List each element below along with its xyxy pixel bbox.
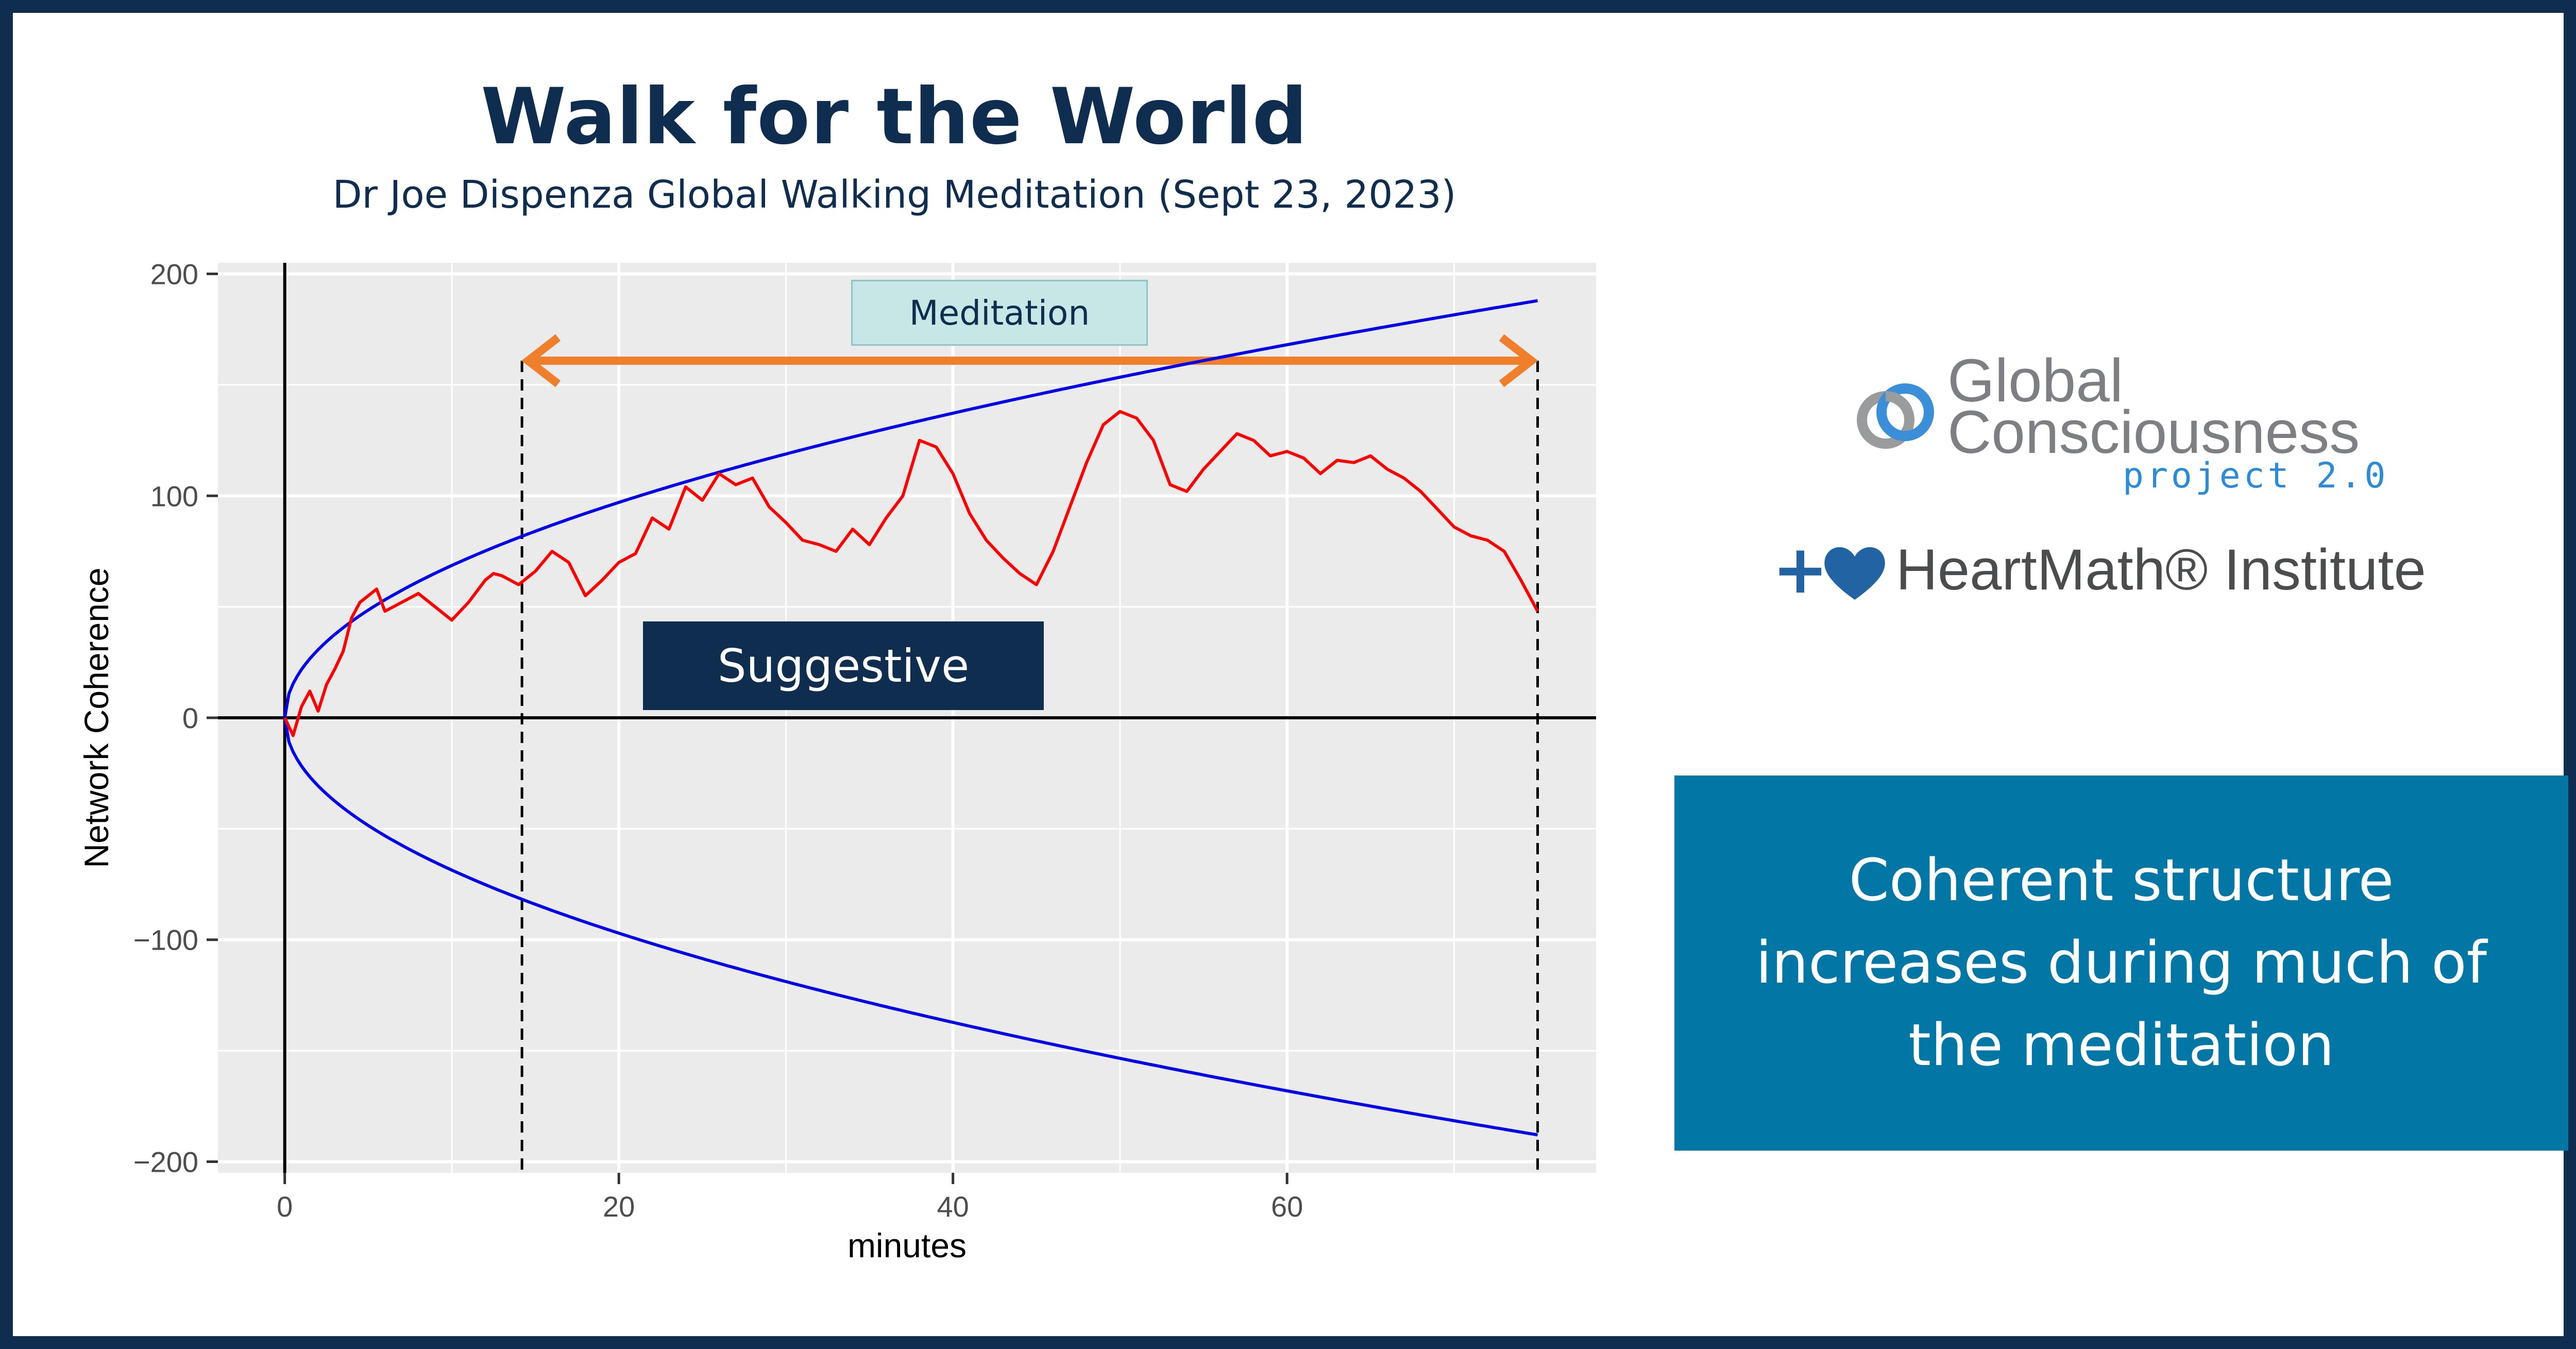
meditation-arrow-left-head xyxy=(521,334,561,387)
lower-envelope-line xyxy=(283,717,1538,1137)
heartmath-logo: + HeartMath® Institute xyxy=(1772,536,2442,613)
y-tick-label: 100 xyxy=(150,480,198,512)
y-tick-label: −200 xyxy=(133,1145,198,1178)
coherence-series-line xyxy=(283,410,1539,737)
gcp-knot-icon xyxy=(1857,383,1934,449)
page-subtitle: Dr Joe Dispenza Global Walking Meditatio… xyxy=(332,173,1456,217)
x-tick-label: 60 xyxy=(1271,1190,1303,1223)
callout-text: Coherent structure increases during much… xyxy=(1755,847,2487,1079)
x-axis-label: minutes xyxy=(848,1226,967,1264)
gcp-logo-line3: project 2.0 xyxy=(2123,456,2389,496)
gcp-logo-line1: Global xyxy=(1947,347,2124,415)
meditation-label: Meditation xyxy=(851,280,1148,346)
x-tick-label: 0 xyxy=(277,1190,293,1223)
upper-envelope-line xyxy=(283,299,1538,718)
y-tick-label: 0 xyxy=(182,702,198,734)
callout-box: Coherent structure increases during much… xyxy=(1674,775,2568,1151)
gcp-logo-line2: Consciousness xyxy=(1947,398,2360,466)
heartmath-text: HeartMath® Institute xyxy=(1896,537,2426,602)
x-tick-label: 20 xyxy=(603,1190,635,1223)
page-title: Walk for the World xyxy=(481,72,1308,162)
y-tick-label: −100 xyxy=(133,924,198,956)
heart-icon xyxy=(1824,547,1885,600)
y-tick-label: 200 xyxy=(150,258,198,291)
y-axis-label: Network Coherence xyxy=(77,567,115,868)
suggestive-badge: Suggestive xyxy=(643,621,1044,710)
meditation-arrow-right-head xyxy=(1499,334,1538,387)
x-tick-label: 40 xyxy=(937,1190,969,1223)
gcp-logo: Global Consciousness project 2.0 xyxy=(1850,350,2416,515)
heartmath-plus: + xyxy=(1772,530,1828,609)
